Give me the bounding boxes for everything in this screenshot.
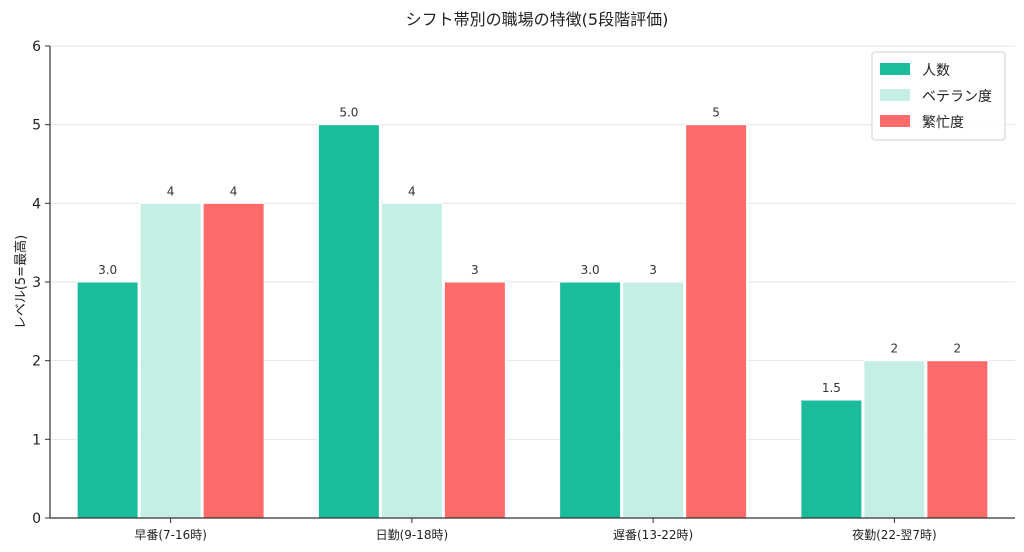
tick-labels: 0 1 2 3 4 5 6 早番(7-16時) 日勤(9-18時) 遅番(13-22時) 夜勤(22… bbox=[32, 39, 937, 542]
bars bbox=[76, 124, 989, 519]
data-label: 5 bbox=[712, 106, 720, 120]
y-tick-label: 2 bbox=[32, 354, 41, 370]
y-tick-label: 3 bbox=[32, 275, 41, 291]
data-label: 1.5 bbox=[822, 381, 841, 395]
bar bbox=[559, 281, 622, 519]
bar bbox=[202, 202, 265, 519]
y-tick-label: 0 bbox=[32, 511, 41, 527]
bar bbox=[926, 360, 989, 519]
y-axis-label: レベル(5=最高) bbox=[13, 235, 29, 329]
data-label: 2 bbox=[954, 342, 962, 356]
data-label: 3.0 bbox=[98, 263, 117, 277]
legend-label: ベテラン度 bbox=[922, 89, 992, 105]
data-label: 4 bbox=[167, 184, 175, 198]
bar bbox=[863, 360, 926, 519]
legend-swatch bbox=[880, 89, 910, 101]
legend-label: 人数 bbox=[922, 63, 950, 79]
y-tick-label: 6 bbox=[32, 39, 41, 55]
axes bbox=[45, 45, 1015, 523]
data-label: 2 bbox=[891, 342, 899, 356]
bar bbox=[76, 281, 139, 519]
data-label: 3 bbox=[649, 263, 657, 277]
legend-swatch bbox=[880, 63, 910, 75]
y-tick-label: 4 bbox=[32, 196, 41, 212]
chart-title: シフト帯別の職場の特徴(5段階評価) bbox=[406, 10, 669, 29]
x-tick-label: 早番(7-16時) bbox=[134, 528, 207, 542]
bar bbox=[139, 202, 202, 519]
bar bbox=[800, 399, 863, 519]
bar bbox=[443, 281, 506, 519]
y-tick-label: 5 bbox=[32, 118, 41, 134]
x-tick-label: 夜勤(22-翌7時) bbox=[852, 527, 937, 542]
data-labels: 3.0 4 4 5.0 4 3 3.0 3 5 1.5 2 2 bbox=[98, 106, 961, 395]
bar bbox=[380, 202, 443, 519]
bar bbox=[317, 124, 380, 519]
x-tick-label: 日勤(9-18時) bbox=[376, 528, 449, 542]
bar bbox=[685, 124, 748, 519]
data-label: 3.0 bbox=[581, 263, 600, 277]
legend-label: 繁忙度 bbox=[922, 115, 964, 131]
legend-swatch bbox=[880, 115, 910, 127]
x-tick-label: 遅番(13-22時) bbox=[613, 528, 693, 542]
data-label: 4 bbox=[230, 184, 238, 198]
bar bbox=[622, 281, 685, 519]
data-label: 3 bbox=[471, 263, 479, 277]
data-label: 4 bbox=[408, 184, 416, 198]
y-tick-label: 1 bbox=[32, 432, 41, 448]
data-label: 5.0 bbox=[339, 106, 358, 120]
